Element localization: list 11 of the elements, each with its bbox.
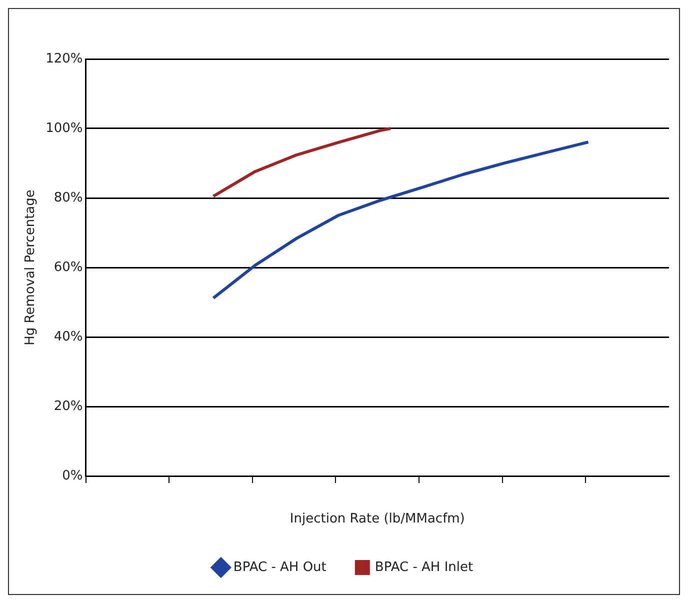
x-axis-title: Injection Rate (lb/MMacfm) bbox=[290, 512, 465, 527]
y-tick-label: 60% bbox=[54, 260, 83, 275]
y-tick-label: 100% bbox=[46, 120, 83, 136]
y-tick-label: 120% bbox=[46, 51, 83, 66]
legend-label: BPAC - AH Inlet bbox=[374, 560, 474, 575]
y-tick-label: 80% bbox=[54, 190, 83, 206]
y-tick-label: 0% bbox=[62, 468, 83, 484]
y-tick-label: 40% bbox=[54, 329, 83, 344]
y-tick-label: 20% bbox=[54, 398, 83, 414]
y-axis-title: Hg Removal Percentage bbox=[23, 190, 38, 346]
legend-label: BPAC - AH Out bbox=[233, 560, 326, 575]
